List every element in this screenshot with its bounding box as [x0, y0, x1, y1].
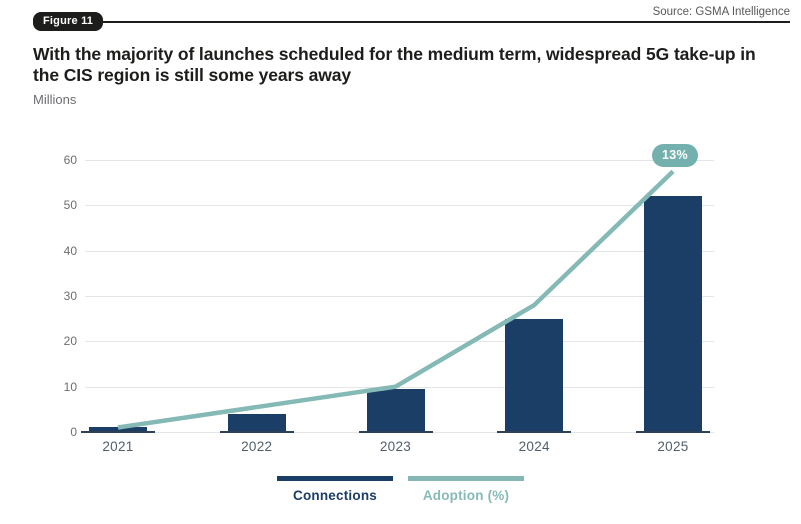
bar-2024 — [505, 318, 564, 432]
legend-item-connections: Connections — [277, 476, 393, 503]
chart-title: With the majority of launches scheduled … — [33, 44, 756, 85]
gridline-y-10 — [85, 386, 714, 388]
y-axis-tick-label-50: 50 — [63, 198, 77, 213]
legend-swatch — [277, 476, 393, 481]
bar-2025 — [644, 196, 702, 432]
y-axis-tick-label-20: 20 — [63, 334, 77, 349]
header-rule — [88, 21, 790, 23]
y-axis-tick-label-60: 60 — [63, 153, 77, 167]
gridline-y-40 — [85, 250, 714, 252]
source-credit: Source: GSMA Intelligence — [652, 6, 790, 18]
legend-label: Connections — [293, 488, 377, 503]
adoption-end-value-pill: 13% — [652, 144, 698, 168]
adoption-line — [117, 169, 675, 430]
x-axis-label-2025: 2025 — [657, 439, 689, 454]
x-axis-label-2022: 2022 — [241, 439, 273, 454]
legend-item-adoption: Adoption (%) — [408, 476, 524, 503]
x-axis-tick-2021 — [81, 431, 155, 433]
plot-area: 0 10 20 30 40 50 60 2021 2022 2023 2024 2025 13% — [64, 144, 714, 454]
adoption-line-layer — [117, 169, 675, 430]
gridline-y-50 — [85, 205, 714, 207]
x-axis-tick-2022 — [219, 431, 294, 433]
y-axis-tick-label-0: 0 — [70, 425, 77, 439]
gridline-y-60 — [85, 160, 714, 161]
x-axis-label-2024: 2024 — [518, 439, 550, 454]
x-axis-tick-2024 — [497, 431, 572, 433]
y-axis-units-label: Millions — [33, 92, 77, 107]
legend-swatch — [408, 476, 524, 481]
y-axis-tick-label-10: 10 — [63, 379, 77, 394]
y-axis-tick-label-30: 30 — [63, 289, 77, 303]
x-axis-tick-2025 — [636, 431, 710, 433]
bar-2021 — [89, 427, 147, 432]
gridline-y-30 — [85, 296, 714, 297]
y-axis-tick-label-40: 40 — [63, 243, 77, 258]
x-axis-tick-2023 — [358, 431, 433, 433]
x-axis-label-2023: 2023 — [379, 439, 412, 454]
bar-2022 — [227, 413, 286, 432]
bar-2023 — [366, 388, 425, 432]
chart-legend: Connections Adoption (%) — [0, 476, 801, 503]
figure-number-badge: Figure 11 — [33, 12, 104, 31]
x-axis-label-2021: 2021 — [102, 439, 134, 454]
gridline-y-20 — [85, 341, 714, 343]
legend-label: Adoption (%) — [422, 488, 510, 503]
